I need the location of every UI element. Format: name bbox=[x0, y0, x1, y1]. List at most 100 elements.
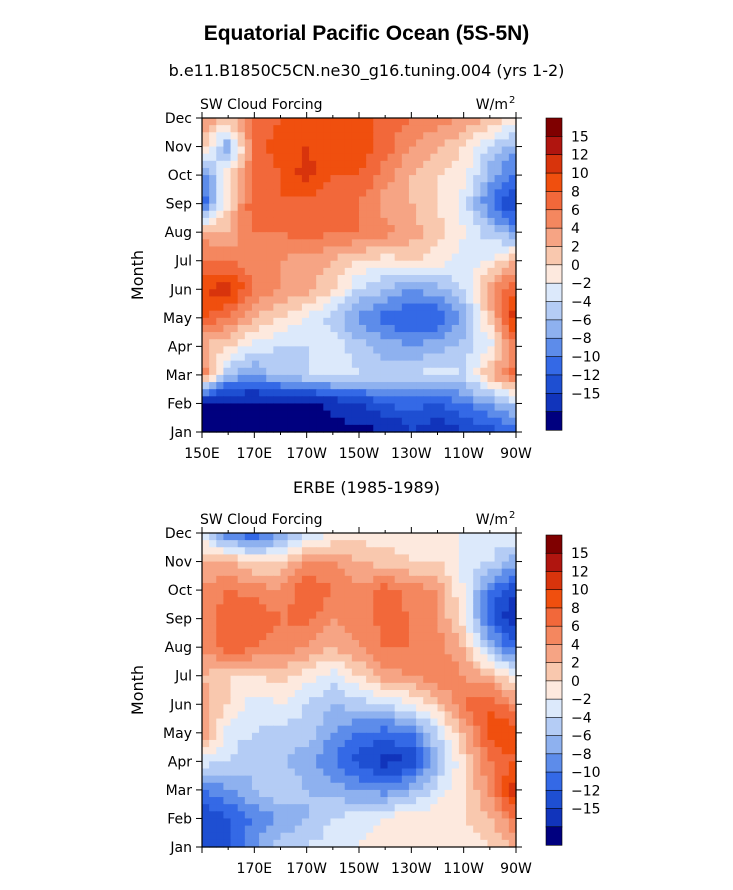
heatmap-cell bbox=[330, 682, 339, 691]
heatmap-cell bbox=[273, 389, 282, 397]
heatmap-cell bbox=[487, 675, 496, 684]
heatmap-cell bbox=[366, 175, 374, 183]
heatmap-cell bbox=[373, 403, 382, 412]
heatmap-cell bbox=[351, 153, 360, 162]
heatmap-cell bbox=[251, 239, 260, 248]
heatmap-cell bbox=[458, 761, 467, 770]
heatmap-cell bbox=[437, 303, 446, 312]
heatmap-cell bbox=[394, 410, 403, 419]
heatmap-cell bbox=[259, 139, 267, 148]
heatmap-cell bbox=[294, 118, 303, 126]
heatmap-cell bbox=[223, 353, 232, 362]
heatmap-cell bbox=[351, 167, 360, 176]
heatmap-cell bbox=[373, 782, 382, 791]
heatmap-cell bbox=[223, 654, 232, 663]
heatmap-cell bbox=[401, 682, 410, 691]
heatmap-cell bbox=[508, 360, 517, 369]
heatmap-cell bbox=[266, 317, 274, 326]
colorbar-label: 0 bbox=[571, 674, 580, 690]
heatmap-cell bbox=[259, 332, 267, 340]
heatmap-cell bbox=[494, 540, 503, 548]
colorbar-swatch bbox=[545, 607, 563, 627]
heatmap-cell bbox=[209, 575, 217, 584]
heatmap-cell bbox=[480, 789, 489, 798]
heatmap-cell bbox=[280, 417, 289, 426]
heatmap-cell bbox=[273, 125, 282, 133]
heatmap-cell bbox=[330, 661, 339, 670]
heatmap-cell bbox=[273, 747, 282, 755]
heatmap-cell bbox=[451, 403, 460, 412]
heatmap-cell bbox=[259, 125, 267, 133]
heatmap-cell bbox=[330, 153, 339, 162]
heatmap-cell bbox=[423, 768, 431, 777]
heatmap-cell bbox=[223, 575, 232, 584]
heatmap-cell bbox=[337, 789, 346, 798]
heatmap-cell bbox=[466, 253, 474, 262]
heatmap-cell bbox=[359, 747, 367, 755]
heatmap-cell bbox=[508, 403, 517, 412]
heatmap-cell bbox=[466, 360, 474, 369]
heatmap-cell bbox=[401, 732, 410, 741]
heatmap-cell bbox=[466, 582, 474, 591]
heatmap-cell bbox=[380, 367, 389, 376]
heatmap-cell bbox=[316, 310, 324, 319]
heatmap-cell bbox=[309, 754, 317, 762]
heatmap-cell bbox=[451, 382, 460, 390]
heatmap-cell bbox=[451, 160, 460, 169]
heatmap-cell bbox=[373, 761, 382, 770]
heatmap-cell bbox=[230, 382, 239, 390]
heatmap-cell bbox=[466, 789, 474, 798]
heatmap-cell bbox=[501, 382, 510, 390]
heatmap-cell bbox=[394, 732, 403, 741]
heatmap-cell bbox=[273, 618, 282, 627]
heatmap-cell bbox=[266, 267, 274, 276]
heatmap-cell bbox=[330, 561, 339, 570]
heatmap-cell bbox=[294, 604, 303, 613]
heatmap-cell bbox=[351, 632, 360, 641]
heatmap-cell bbox=[309, 217, 317, 226]
heatmap-cell bbox=[287, 640, 296, 648]
heatmap-cell bbox=[380, 225, 389, 233]
heatmap-cell bbox=[280, 346, 289, 355]
heatmap-cell bbox=[287, 303, 296, 312]
heatmap-cell bbox=[508, 267, 517, 276]
heatmap-cell bbox=[273, 582, 282, 591]
heatmap-cell bbox=[508, 253, 517, 262]
heatmap-cell bbox=[480, 396, 489, 405]
heatmap-cell bbox=[223, 690, 232, 698]
heatmap-cell bbox=[366, 789, 374, 798]
heatmap-cell bbox=[323, 346, 332, 355]
heatmap-cell bbox=[301, 540, 310, 548]
heatmap-cell bbox=[466, 804, 474, 812]
heatmap-cell bbox=[451, 389, 460, 397]
heatmap-cell bbox=[223, 754, 232, 762]
heatmap-cell bbox=[216, 396, 225, 405]
heatmap-cell bbox=[230, 175, 239, 183]
heatmap-cell bbox=[251, 582, 260, 591]
heatmap-cell bbox=[244, 768, 253, 777]
heatmap-cell bbox=[430, 125, 439, 133]
heatmap-cell bbox=[316, 160, 324, 169]
heatmap-cell bbox=[280, 618, 289, 627]
heatmap-cell bbox=[323, 640, 332, 648]
heatmap-cell bbox=[408, 175, 417, 183]
heatmap-cell bbox=[344, 568, 353, 577]
heatmap-cell bbox=[466, 332, 474, 340]
heatmap-cell bbox=[394, 568, 403, 577]
heatmap-cell bbox=[487, 568, 496, 577]
heatmap-cell bbox=[458, 353, 467, 362]
heatmap-cell bbox=[487, 775, 496, 784]
heatmap-cell bbox=[494, 153, 503, 162]
heatmap-cell bbox=[344, 303, 353, 312]
heatmap-cell bbox=[401, 754, 410, 762]
heatmap-cell bbox=[373, 768, 382, 777]
heatmap-cell bbox=[451, 675, 460, 684]
heatmap-cell bbox=[408, 374, 417, 383]
heatmap-cell bbox=[466, 239, 474, 248]
heatmap-cell bbox=[451, 754, 460, 762]
heatmap-cell bbox=[266, 160, 274, 169]
heatmap-cell bbox=[251, 225, 260, 233]
heatmap-cell bbox=[359, 661, 367, 670]
heatmap-cell bbox=[316, 403, 324, 412]
heatmap-cell bbox=[330, 182, 339, 190]
